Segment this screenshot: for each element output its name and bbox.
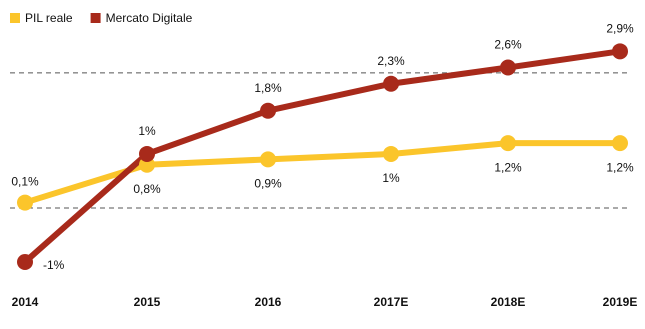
value-label: 0,1% — [11, 175, 39, 189]
point — [612, 135, 628, 152]
value-label: 1,2% — [494, 160, 522, 174]
point — [500, 59, 516, 76]
value-label: 2,6% — [494, 38, 522, 52]
value-label: 0,9% — [254, 177, 282, 191]
x-tick-label: 2015 — [134, 295, 161, 309]
x-tick-label: 2018E — [491, 295, 526, 309]
x-tick-label: 2019E — [603, 295, 638, 309]
value-label: 0,8% — [133, 182, 161, 196]
point — [383, 75, 399, 92]
legend-swatch — [10, 13, 20, 23]
point — [612, 43, 628, 60]
series-line — [23, 48, 621, 265]
legend-swatch — [90, 13, 101, 23]
value-label: 1% — [138, 124, 156, 138]
value-label: -1% — [43, 258, 65, 272]
value-label: 2,3% — [377, 54, 405, 68]
value-label: 2,9% — [606, 21, 634, 35]
point — [17, 194, 33, 211]
legend-label: PIL reale — [25, 11, 73, 25]
point — [383, 145, 399, 162]
x-tick-label: 2014 — [12, 295, 39, 309]
point — [139, 145, 155, 162]
point — [260, 151, 276, 168]
legend-label: Mercato Digitale — [106, 11, 193, 25]
x-tick-label: 2016 — [255, 295, 282, 309]
point — [500, 135, 516, 152]
point — [17, 253, 33, 270]
value-label: 1,2% — [606, 160, 634, 174]
series-line — [24, 140, 620, 206]
point — [260, 102, 276, 119]
value-label: 1% — [382, 171, 400, 185]
x-tick-label: 2017E — [374, 295, 409, 309]
value-label: 1,8% — [254, 81, 282, 95]
